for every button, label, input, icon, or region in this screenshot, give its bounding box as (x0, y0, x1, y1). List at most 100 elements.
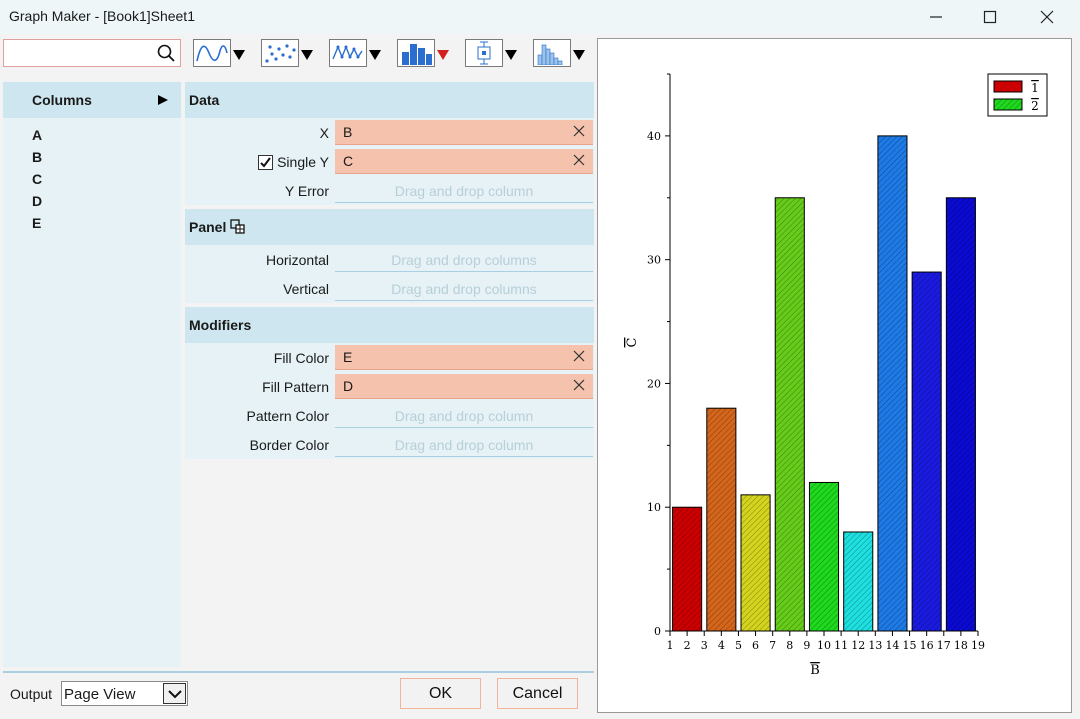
pattern-color-slot[interactable]: Drag and drop column (335, 403, 593, 428)
bar-8 (774, 197, 805, 632)
data-section-header: Data (185, 82, 594, 118)
y-error-placeholder: Drag and drop column (394, 183, 534, 199)
x-tick-label-7: 7 (769, 639, 776, 652)
fill-color-slot[interactable]: E (335, 345, 593, 370)
box-chart-button[interactable] (465, 38, 517, 68)
columns-header-label: Columns (32, 92, 92, 108)
line-symbol-graph-icon (329, 39, 367, 67)
search-input[interactable] (4, 40, 152, 66)
fill-color-row: Fill Color E (185, 343, 594, 372)
panel-layout-icon[interactable] (230, 219, 246, 235)
line-symbol-graph-button[interactable] (329, 38, 381, 68)
vertical-slot[interactable]: Drag and drop columns (335, 276, 593, 301)
y-tick-label-0: 0 (654, 625, 661, 638)
y-error-label: Y Error (284, 183, 329, 199)
line-graph-icon (193, 39, 231, 67)
x-row: X B (185, 118, 594, 147)
fill-pattern-value: D (343, 378, 354, 394)
legend-label-2: 2 (1031, 99, 1039, 113)
x-label: X (319, 125, 329, 141)
column-graph-button[interactable] (397, 38, 449, 68)
fill-color-value: E (343, 349, 353, 365)
vertical-row: Vertical Drag and drop columns (185, 274, 594, 303)
columns-panel: Columns A B C D E (3, 82, 181, 667)
chevron-down-icon[interactable] (233, 50, 245, 60)
x-tick-label-1: 1 (667, 639, 674, 652)
single-y-row: Single Y C (185, 147, 594, 176)
clear-fill-color-icon[interactable] (573, 350, 585, 362)
bar-10 (808, 481, 840, 632)
column-item-b[interactable]: B (32, 149, 43, 165)
column-item-c[interactable]: C (32, 171, 43, 187)
horizontal-slot[interactable]: Drag and drop columns (335, 247, 593, 272)
y-tick-label-40: 40 (647, 130, 661, 143)
x-tick-label-11: 11 (834, 639, 848, 652)
y-error-slot[interactable]: Drag and drop column (335, 178, 593, 203)
histogram-icon (533, 39, 571, 67)
close-icon (1040, 10, 1054, 24)
border-color-label: Border Color (249, 437, 329, 453)
border-color-placeholder: Drag and drop column (394, 437, 534, 453)
expand-arrow-icon[interactable] (158, 95, 168, 105)
panel-section-title: Panel (189, 219, 227, 235)
output-select[interactable]: Page View (61, 681, 188, 706)
x-tick-label-18: 18 (954, 639, 968, 652)
scatter-graph-button[interactable] (261, 38, 313, 68)
column-item-a[interactable]: A (32, 127, 43, 143)
y-axis-title: C (625, 337, 640, 347)
ok-button[interactable]: OK (400, 678, 481, 709)
clear-fill-pattern-icon[interactable] (573, 379, 585, 391)
x-tick-label-12: 12 (851, 639, 865, 652)
data-section-title: Data (189, 92, 220, 108)
output-dropdown-button[interactable] (163, 683, 186, 704)
y-slot-value: C (343, 153, 354, 169)
chevron-down-icon[interactable] (505, 50, 517, 60)
x-tick-label-13: 13 (868, 639, 882, 652)
modifiers-section-header: Modifiers (185, 307, 594, 343)
search-box (3, 39, 181, 67)
output-label: Output (10, 686, 53, 702)
legend-label-1: 1 (1031, 81, 1039, 95)
graph-preview: 0 10 20 30 40 1 2 3 4 5 6 7 8 9 10 11 12 13 14 15 16 17 18 19 B C… (597, 38, 1072, 713)
chevron-down-icon[interactable] (437, 50, 449, 60)
cancel-button[interactable]: Cancel (497, 678, 578, 709)
box-chart-icon (465, 39, 503, 67)
single-y-checkbox[interactable] (258, 154, 274, 170)
histogram-button[interactable] (533, 38, 585, 68)
chevron-down-icon[interactable] (573, 50, 585, 60)
bar-2 (672, 506, 703, 632)
y-tick-label-10: 10 (647, 501, 661, 514)
graph-properties: Data X B Single Y C Y Error Drag and dro… (185, 82, 594, 459)
border-color-row: Border Color Drag and drop column (185, 430, 594, 459)
x-tick-label-4: 4 (718, 639, 725, 652)
window-title: Graph Maker - [Book1]Sheet1 (9, 8, 195, 24)
columns-header[interactable]: Columns (3, 82, 181, 118)
x-tick-label-9: 9 (803, 639, 810, 652)
footer-divider (3, 671, 594, 673)
minimize-button[interactable] (908, 0, 964, 34)
fill-color-label: Fill Color (273, 350, 329, 366)
title-bar: Graph Maker - [Book1]Sheet1 (0, 0, 1080, 34)
maximize-button[interactable] (962, 0, 1018, 34)
clear-y-icon[interactable] (573, 154, 585, 166)
scatter-graph-icon (261, 39, 299, 67)
chevron-down-icon[interactable] (369, 50, 381, 60)
column-item-e[interactable]: E (32, 215, 42, 231)
close-button[interactable] (1019, 0, 1075, 34)
single-y-label: Single Y (277, 154, 329, 170)
line-graph-button[interactable] (193, 38, 245, 68)
chevron-down-icon[interactable] (301, 50, 313, 60)
fill-pattern-slot[interactable]: D (335, 374, 593, 399)
column-item-d[interactable]: D (32, 193, 43, 209)
fill-pattern-label: Fill Pattern (262, 379, 329, 395)
y-slot[interactable]: C (335, 149, 593, 174)
border-color-slot[interactable]: Drag and drop column (335, 432, 593, 457)
x-tick-label-8: 8 (786, 639, 793, 652)
column-graph-icon (397, 39, 435, 67)
clear-x-icon[interactable] (573, 125, 585, 137)
pattern-color-label: Pattern Color (246, 408, 329, 424)
search-icon[interactable] (157, 44, 175, 62)
x-slot[interactable]: B (335, 120, 593, 145)
fill-pattern-row: Fill Pattern D (185, 372, 594, 401)
checkmark-icon (260, 156, 271, 168)
